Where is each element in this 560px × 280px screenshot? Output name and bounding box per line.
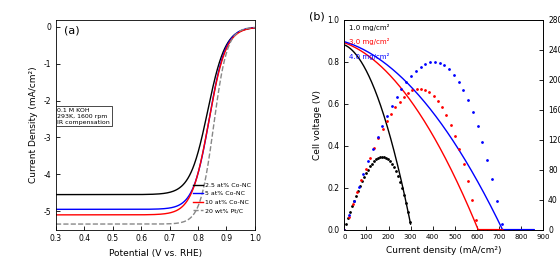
Y-axis label: Cell voltage (V): Cell voltage (V) xyxy=(313,90,322,160)
Text: 4.0 mg/cm²: 4.0 mg/cm² xyxy=(349,53,389,60)
Text: 0.1 M KOH
293K, 1600 rpm
IR compensation: 0.1 M KOH 293K, 1600 rpm IR compensation xyxy=(58,108,110,125)
Text: (b): (b) xyxy=(309,11,324,21)
Text: 1.0 mg/cm²: 1.0 mg/cm² xyxy=(349,24,389,31)
Text: 3.0 mg/cm²: 3.0 mg/cm² xyxy=(349,38,389,45)
Y-axis label: Current Density (mA/cm²): Current Density (mA/cm²) xyxy=(29,66,38,183)
Text: (a): (a) xyxy=(64,26,80,36)
X-axis label: Current density (mA/cm²): Current density (mA/cm²) xyxy=(386,246,502,255)
Legend: 2.5 at% Co-NC, 5 at% Co-NC, 10 at% Co-NC, 20 wt% Pt/C: 2.5 at% Co-NC, 5 at% Co-NC, 10 at% Co-NC… xyxy=(191,180,254,216)
X-axis label: Potential (V vs. RHE): Potential (V vs. RHE) xyxy=(109,249,202,258)
